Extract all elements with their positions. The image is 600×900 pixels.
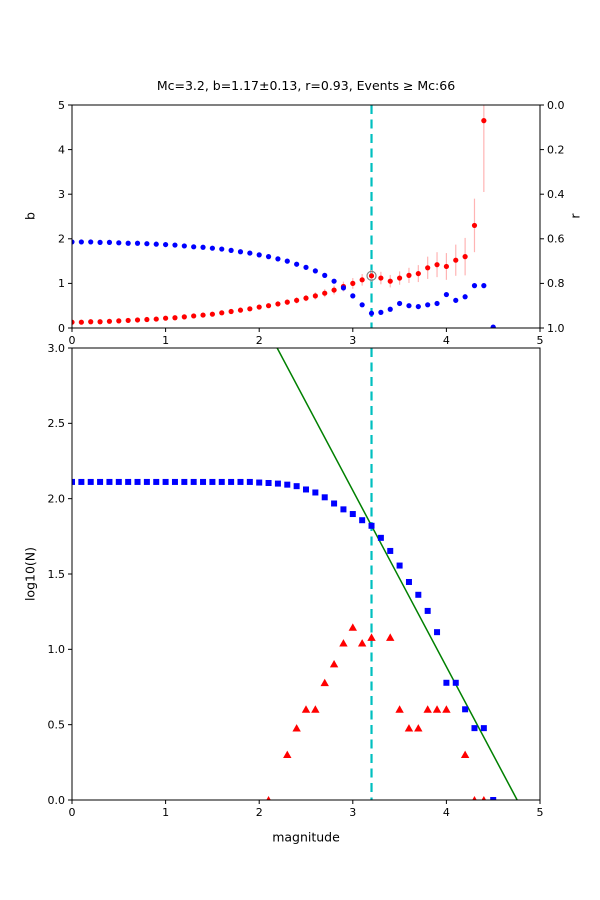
incremental-series [266, 623, 487, 800]
svg-text:0.0: 0.0 [547, 99, 565, 112]
svg-text:3: 3 [349, 334, 356, 347]
b-errorbars [127, 105, 485, 322]
bottom-axes-content [72, 348, 518, 800]
svg-text:0.0: 0.0 [48, 794, 66, 807]
gutenberg-richter-fit-line [276, 348, 518, 800]
svg-text:0.6: 0.6 [547, 233, 565, 246]
svg-text:5: 5 [537, 334, 544, 347]
svg-text:0: 0 [69, 334, 76, 347]
top-axes-content [72, 105, 496, 328]
svg-text:0: 0 [58, 322, 65, 335]
svg-text:0: 0 [69, 806, 76, 819]
svg-text:1.5: 1.5 [48, 568, 66, 581]
svg-text:1: 1 [162, 334, 169, 347]
svg-text:3: 3 [349, 806, 356, 819]
bottom-axes-frame: 0 1 2 3 4 5 0.0 0.5 1.0 1.5 2.0 2.5 3.0 [48, 342, 544, 819]
svg-text:1: 1 [58, 277, 65, 290]
svg-text:4: 4 [443, 806, 450, 819]
svg-text:2: 2 [58, 233, 65, 246]
cumulative-series [72, 478, 497, 800]
svg-text:0.4: 0.4 [547, 188, 565, 201]
top-axes-frame: 0 1 2 3 4 5 0 1 2 3 4 5 0.0 0.2 0.4 0.6 0.8 1.0 [58, 99, 565, 347]
svg-text:0.5: 0.5 [48, 718, 66, 731]
svg-text:2.5: 2.5 [48, 417, 66, 430]
r-value-series [72, 239, 496, 328]
svg-text:5: 5 [537, 806, 544, 819]
svg-text:1.0: 1.0 [48, 643, 66, 656]
svg-text:2: 2 [256, 806, 263, 819]
svg-text:0.8: 0.8 [547, 277, 565, 290]
svg-text:1.0: 1.0 [547, 322, 565, 335]
b-value-series [72, 118, 487, 325]
svg-text:2: 2 [256, 334, 263, 347]
svg-text:0.2: 0.2 [547, 143, 565, 156]
svg-text:3: 3 [58, 188, 65, 201]
chart-title: Mc=3.2, b=1.17±0.13, r=0.93, Events ≥ Mc… [156, 78, 456, 93]
svg-text:4: 4 [58, 143, 65, 156]
svg-text:2.0: 2.0 [48, 492, 66, 505]
selected-b-marker [366, 270, 377, 281]
svg-text:3.0: 3.0 [48, 342, 66, 355]
svg-text:4: 4 [443, 334, 450, 347]
bottom-x-axis-label: magnitude [272, 829, 340, 845]
svg-text:1: 1 [162, 806, 169, 819]
svg-text:5: 5 [58, 99, 65, 112]
